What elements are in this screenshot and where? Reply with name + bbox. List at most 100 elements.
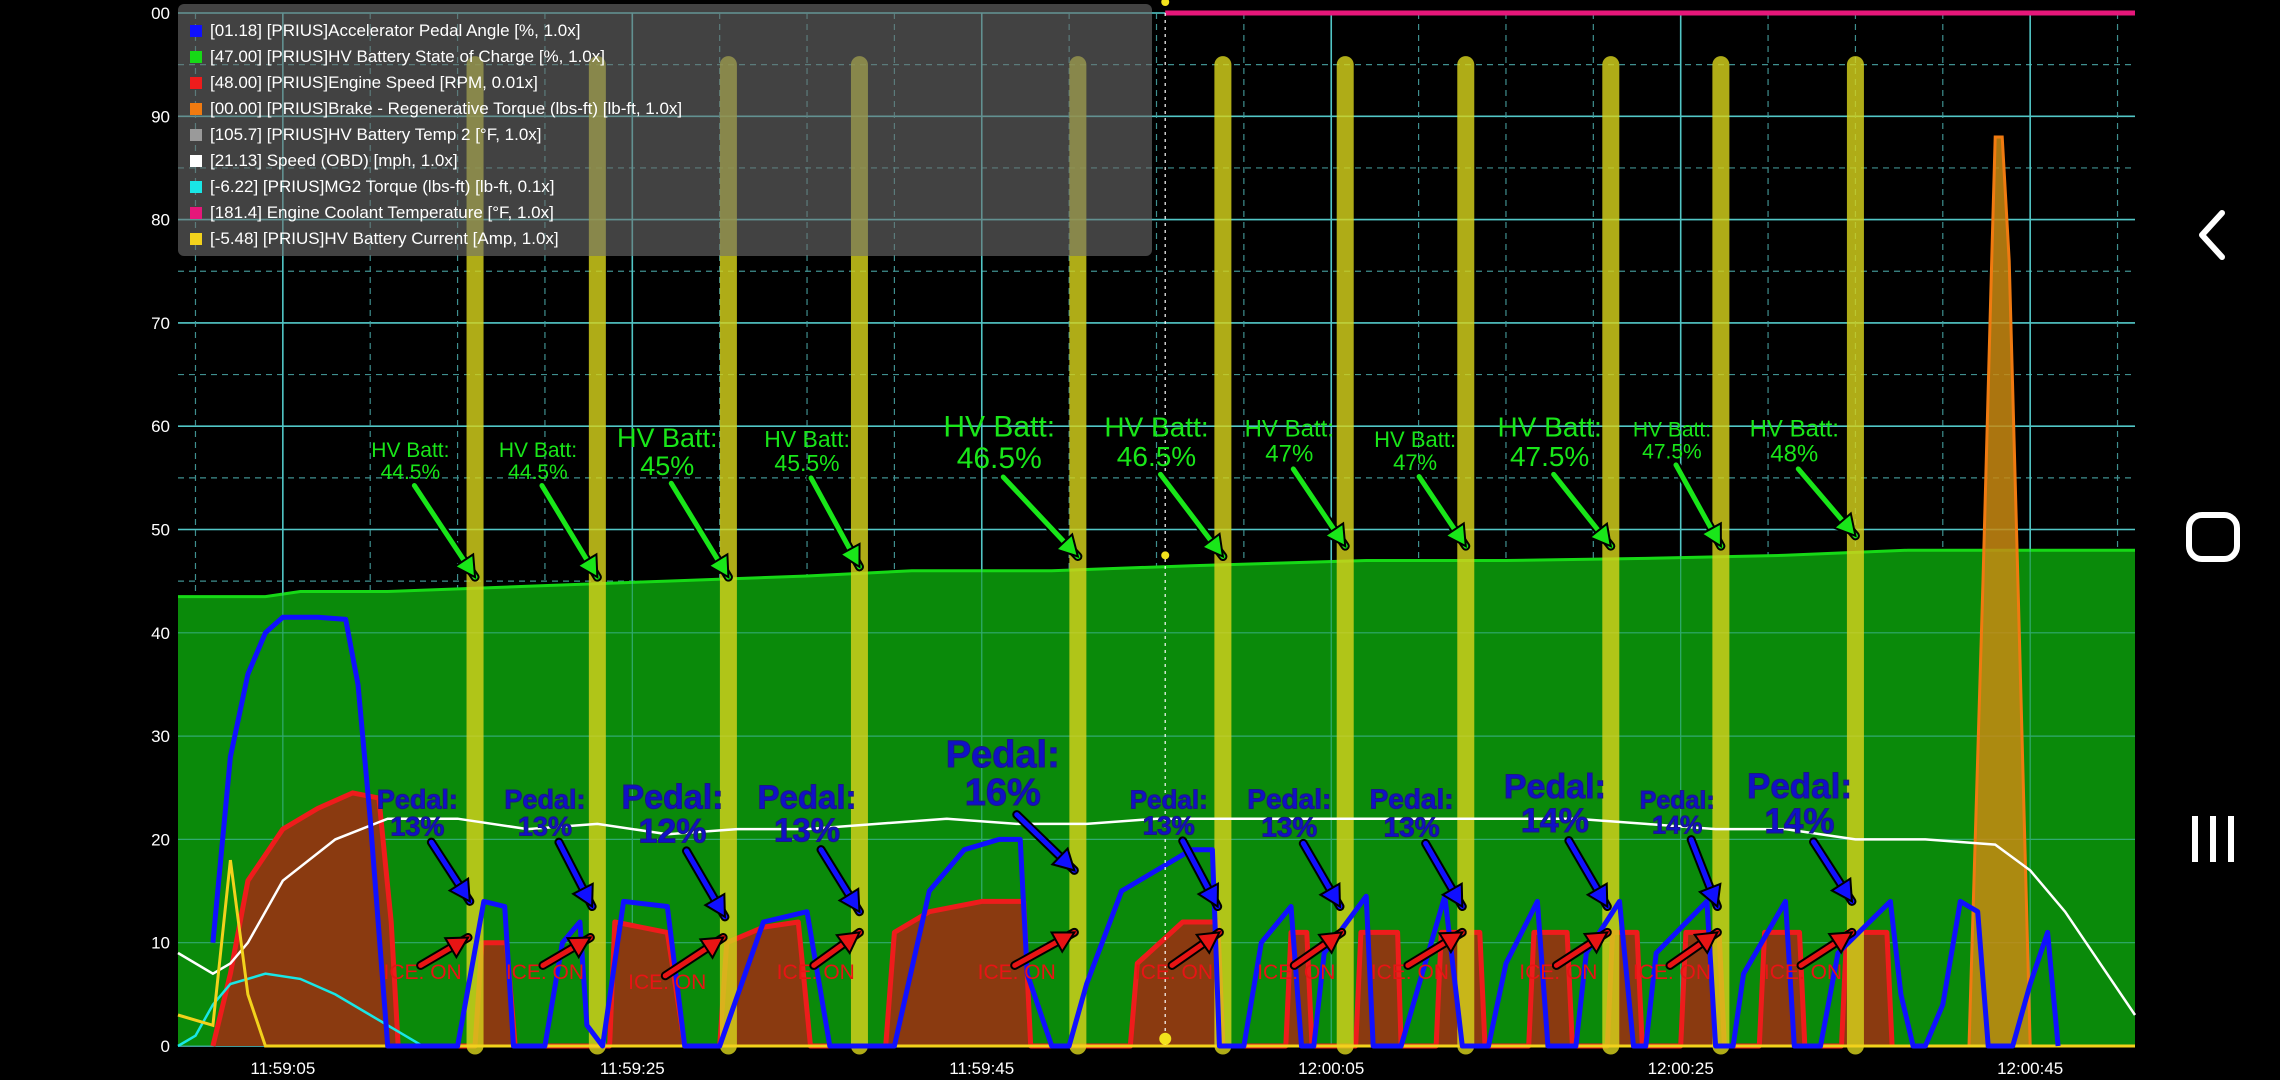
legend-item: [21.13] Speed (OBD) [mph, 1.0x]	[190, 148, 458, 174]
y-tick-label: 60	[151, 417, 170, 436]
pedal-label: Pedal:	[377, 784, 458, 814]
recents-icon	[2191, 816, 2234, 862]
pedal-label: Pedal:	[621, 778, 723, 816]
legend-item: [47.00] [PRIUS]HV Battery State of Charg…	[190, 44, 605, 70]
legend-item: [48.00] [PRIUS]Engine Speed [RPM, 0.01x]	[190, 70, 538, 96]
y-tick-label: 70	[151, 314, 170, 333]
legend-label: [-5.48] [PRIUS]HV Battery Current [Amp, …	[210, 229, 559, 248]
pedal-value: 14%	[1521, 802, 1589, 840]
recents-button[interactable]	[2145, 779, 2280, 899]
legend-label: [-6.22] [PRIUS]MG2 Torque (lbs-ft) [lb-f…	[210, 177, 555, 196]
hv-batt-annotation: HV Batt:47.5%	[1498, 412, 1602, 472]
hv-batt-annotation: HV Batt:48%	[1750, 416, 1839, 468]
legend-swatch	[190, 181, 202, 193]
ice-on-label: ICE: ON	[777, 961, 855, 984]
cursor-dot	[1159, 1032, 1172, 1045]
legend-label: [105.7] [PRIUS]HV Battery Temp 2 [°F, 1.…	[210, 125, 542, 144]
legend-label: [48.00] [PRIUS]Engine Speed [RPM, 0.01x]	[210, 73, 538, 92]
hv-batt-annotation: HV Batt:45%	[617, 423, 718, 481]
pedal-annotation: Pedal:13%	[1369, 783, 1454, 843]
pedal-value: 14%	[1764, 802, 1834, 841]
ice-on-label: ICE: ON	[628, 971, 706, 994]
y-tick-label: 50	[151, 521, 170, 540]
pedal-arrow-head	[1829, 876, 1854, 904]
series-mg2-line	[177, 972, 2135, 1048]
pedal-value: 13%	[774, 811, 840, 848]
x-tick-label: 12:00:25	[1648, 1059, 1714, 1078]
series-hv-current-line	[177, 859, 2135, 1048]
hv-batt-label: HV Batt:	[499, 439, 577, 462]
ice-arrow-head	[1437, 931, 1465, 955]
hv-batt-arrow-head	[452, 552, 477, 579]
legend-item: [181.4] Engine Coolant Temperature [°F, …	[190, 200, 554, 226]
y-tick-label: 80	[151, 211, 170, 230]
ice-arrow-head	[1827, 931, 1854, 955]
legend-item: [01.18] [PRIUS]Accelerator Pedal Angle […	[190, 18, 580, 44]
x-tick-label: 11:59:45	[949, 1059, 1014, 1078]
hv-batt-value: 47.5%	[1510, 441, 1589, 472]
ice-arrow-head	[1692, 931, 1720, 955]
hv-batt-label: HV Batt:	[371, 439, 449, 462]
legend-swatch	[190, 155, 202, 167]
x-tick-label: 12:00:05	[1298, 1059, 1364, 1078]
hv-batt-label: HV Batt:	[1245, 416, 1334, 443]
pedal-annotation: Pedal:16%	[945, 734, 1060, 815]
ice-arrow-head	[698, 936, 725, 960]
pedal-label: Pedal:	[1747, 767, 1852, 806]
hv-batt-label: HV Batt:	[1104, 412, 1208, 443]
legend-label: [181.4] Engine Coolant Temperature [°F, …	[210, 203, 554, 222]
pedal-annotation: Pedal:14%	[1639, 786, 1715, 840]
hv-batt-arrow-head	[1200, 532, 1225, 559]
hv-batt-label: HV Batt:	[1750, 416, 1839, 443]
ice-arrow-head	[835, 931, 862, 955]
ice-arrow-head	[1582, 931, 1610, 955]
ice-arrow-head	[1049, 931, 1077, 954]
pedal-annotation: Pedal:14%	[1503, 768, 1606, 841]
ice-arrow-head	[443, 936, 470, 960]
ice-arrow-head	[565, 936, 593, 960]
pedal-value: 13%	[1143, 810, 1195, 840]
legend-swatch	[190, 233, 202, 245]
y-tick-label: 40	[151, 624, 170, 643]
pedal-value: 13%	[518, 811, 572, 841]
hv-batt-arrow-head	[1832, 511, 1857, 538]
legend-item: [105.7] [PRIUS]HV Battery Temp 2 [°F, 1.…	[190, 122, 542, 148]
legend-label: [21.13] Speed (OBD) [mph, 1.0x]	[210, 151, 458, 170]
hv-batt-arrow-head	[838, 542, 861, 569]
hv-batt-arrow-head	[1443, 521, 1467, 548]
legend-swatch	[190, 129, 202, 141]
android-nav-bar	[2145, 0, 2280, 1080]
home-button[interactable]	[2145, 477, 2280, 597]
hv-batt-annotation: HV Batt:46.5%	[1104, 412, 1208, 472]
hv-batt-annotation: HV Batt:44.5%	[371, 439, 449, 484]
ice-on-label: ICE: ON	[1633, 961, 1711, 984]
pedal-value: 12%	[638, 812, 706, 850]
legend-swatch	[190, 77, 202, 89]
ice-on-label: ICE: ON	[1764, 961, 1842, 984]
pedal-label: Pedal:	[1640, 786, 1715, 814]
back-button[interactable]	[2145, 175, 2280, 295]
hv-batt-value: 44.5%	[381, 461, 441, 484]
legend-swatch	[190, 103, 202, 115]
regen-torque-spike	[1967, 135, 2032, 1048]
x-tick-label: 11:59:05	[250, 1059, 315, 1078]
hv-batt-arrow-head	[706, 552, 730, 579]
cursor-dot	[1161, 0, 1170, 6]
pedal-label: Pedal:	[1504, 768, 1606, 806]
legend-swatch	[190, 207, 202, 219]
pedal-annotation: Pedal:13%	[1247, 783, 1332, 843]
hv-batt-annotation: HV Batt:47%	[1245, 416, 1334, 468]
hv-batt-value: 47%	[1393, 450, 1437, 475]
pedal-arrow-head	[1585, 882, 1609, 909]
ice-on-label: ICE: ON	[384, 961, 462, 984]
cursor-dot	[1161, 551, 1170, 560]
hv-batt-value: 47%	[1265, 441, 1313, 468]
pedal-label: Pedal:	[946, 734, 1060, 776]
pedal-arrow-head	[703, 892, 726, 919]
pedal-value: 13%	[390, 811, 444, 841]
pedal-annotation: Pedal:13%	[1129, 784, 1208, 841]
ice-on-label: ICE: ON	[1257, 961, 1335, 984]
y-tick-label: 90	[151, 107, 170, 126]
pedal-label: Pedal:	[1370, 783, 1454, 814]
